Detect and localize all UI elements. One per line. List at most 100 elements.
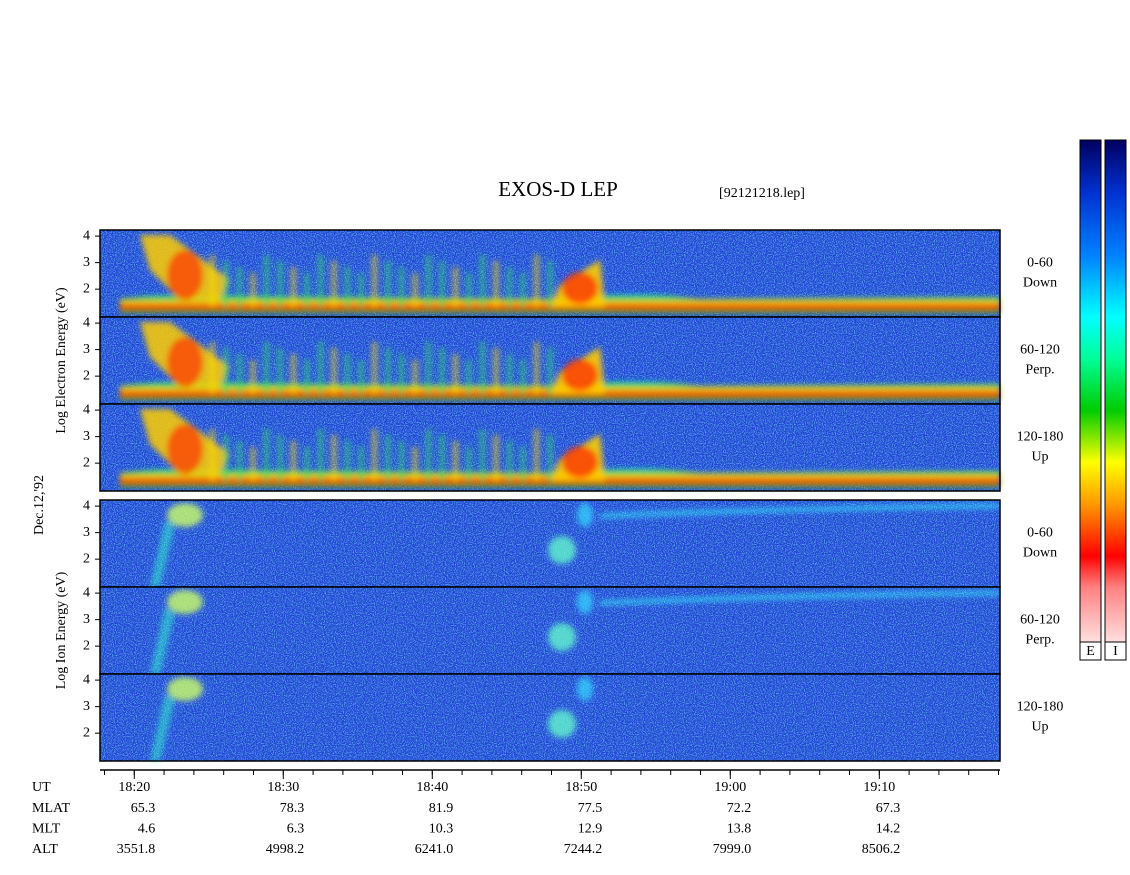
panel (99, 586, 1001, 675)
orbit-label: MLT (32, 822, 61, 837)
y-tick-label: 2 (83, 281, 90, 296)
y-tick-label: 3 (83, 525, 90, 540)
electron-stripe (480, 255, 485, 307)
panel-label: 60-120 (1020, 613, 1060, 628)
orbit-value: 78.3 (280, 801, 305, 816)
orbit-value: 7244.2 (564, 842, 603, 857)
y-tick-label: 4 (83, 585, 90, 600)
x-tick-label: 19:00 (714, 780, 746, 795)
panel-sublabel: Up (1031, 450, 1048, 465)
electron-stripe (372, 429, 377, 481)
electron-stripe (534, 255, 539, 307)
electron-stripe (277, 348, 283, 394)
electron-spike (562, 272, 598, 304)
y-tick-label: 3 (83, 255, 90, 270)
electron-stripe (304, 447, 310, 481)
panel-sublabel: Perp. (1025, 633, 1054, 648)
electron-stripe (466, 447, 472, 481)
x-tick-label: 18:20 (118, 780, 150, 795)
colorbar (1104, 139, 1127, 661)
ion-blob (167, 590, 203, 614)
ion-blob (548, 623, 576, 651)
y-axis-label: Log Ion Energy (eV) (54, 571, 69, 689)
y-tick-label: 2 (83, 368, 90, 383)
electron-stripe (237, 441, 242, 481)
electron-stripe (439, 435, 445, 481)
electron-stripe (331, 348, 337, 394)
electron-stripe (250, 273, 256, 307)
x-tick-label: 18:30 (267, 780, 299, 795)
ion-blob (577, 677, 593, 701)
orbit-label: ALT (32, 842, 58, 857)
panel-sublabel: Down (1023, 546, 1057, 561)
electron-stripe (318, 429, 323, 481)
electron-stripe (534, 342, 539, 394)
panel-sublabel: Down (1023, 276, 1057, 291)
ion-streak (150, 607, 175, 674)
orbit-value: 14.2 (876, 822, 901, 837)
orbit-value: 3551.8 (117, 842, 156, 857)
electron-stripe (372, 255, 377, 307)
orbit-value: 72.2 (727, 801, 752, 816)
electron-stripe (412, 360, 418, 394)
orbit-value: 65.3 (131, 801, 156, 816)
electron-stripe (291, 441, 296, 481)
orbit-value: 6241.0 (415, 842, 454, 857)
spectrogram-features (120, 322, 1000, 400)
ion-blob (167, 503, 203, 527)
panel-sublabel: Perp. (1025, 363, 1054, 378)
electron-stripe (223, 261, 229, 307)
electron-stripe (507, 441, 512, 481)
orbit-value: 77.5 (578, 801, 603, 816)
electron-stripe (318, 342, 323, 394)
colorbar-label: E (1086, 644, 1095, 659)
y-tick-label: 2 (83, 638, 90, 653)
electron-stripe (223, 435, 229, 481)
orbit-value: 4.6 (138, 822, 156, 837)
electron-stripe (480, 342, 485, 394)
colorbar-label: I (1113, 644, 1118, 659)
panel-label: 0-60 (1027, 256, 1053, 271)
electron-stripe (358, 273, 364, 307)
panel-label: 120-180 (1017, 700, 1064, 715)
y-tick-label: 4 (83, 315, 90, 330)
electron-stripe (520, 360, 526, 394)
electron-stripe (493, 435, 499, 481)
orbit-value: 81.9 (429, 801, 454, 816)
panel (99, 403, 1001, 492)
electron-stripe (493, 261, 499, 307)
electron-stripe (547, 348, 553, 394)
electron-stripe (439, 348, 445, 394)
y-tick-label: 3 (83, 429, 90, 444)
electron-stripe (318, 255, 323, 307)
electron-stripe (385, 261, 391, 307)
electron-stripe (453, 354, 458, 394)
spectrogram-features (150, 677, 593, 761)
ion-blob (577, 590, 593, 614)
colorbar (1079, 139, 1102, 661)
y-tick-label: 4 (83, 228, 90, 243)
ion-blob (167, 677, 203, 701)
orbit-value: 7999.0 (713, 842, 752, 857)
electron-stripe (466, 273, 472, 307)
electron-stripe (439, 261, 445, 307)
electron-stripe (534, 429, 539, 481)
electron-stripe (264, 255, 269, 307)
panel (99, 316, 1001, 405)
y-tick-label: 4 (83, 672, 90, 687)
electron-stripe (426, 429, 431, 481)
panel (99, 673, 1001, 762)
electron-stripe (547, 435, 553, 481)
x-axis-label: UT (32, 780, 51, 795)
colorbar-box (1104, 641, 1127, 661)
electron-stripe (412, 447, 418, 481)
panel-label: 0-60 (1027, 526, 1053, 541)
electron-stripe (250, 360, 256, 394)
electron-stripe (399, 441, 404, 481)
chart-title: EXOS-D LEP (498, 177, 618, 201)
y-tick-label: 2 (83, 725, 90, 740)
spectrogram-features (120, 235, 1000, 313)
electron-stripe (520, 447, 526, 481)
electron-stripe (426, 255, 431, 307)
electron-hot (167, 250, 203, 300)
